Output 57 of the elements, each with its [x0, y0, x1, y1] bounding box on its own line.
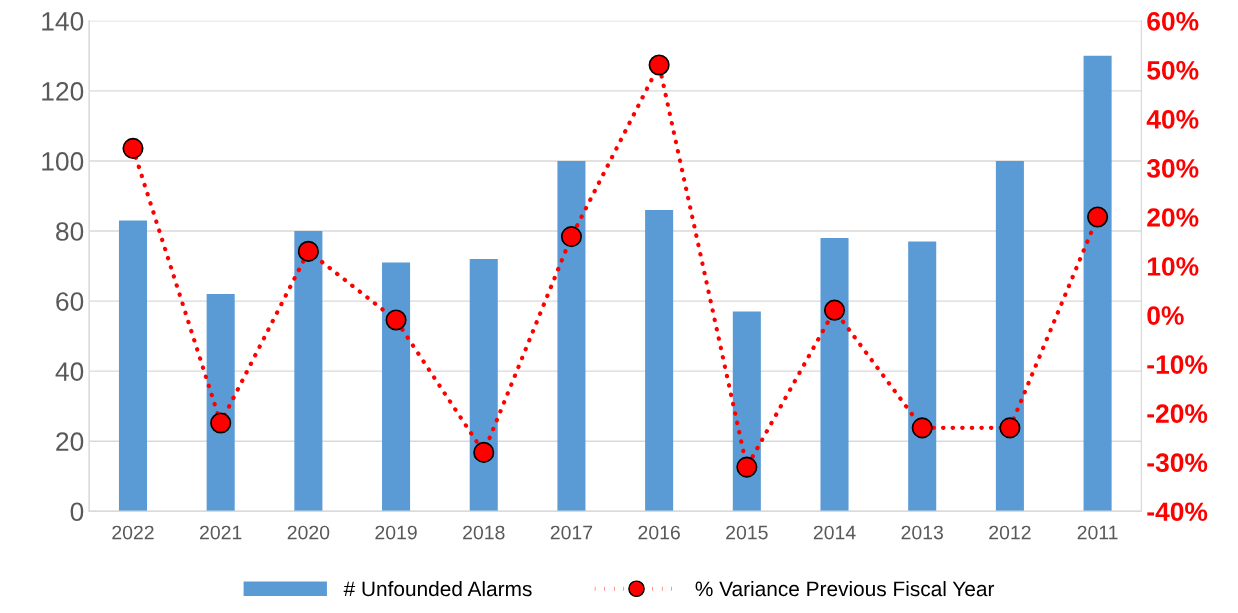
- point: [823, 299, 846, 321]
- x-tick-label: 2012: [989, 525, 1031, 540]
- bar: [382, 262, 411, 512]
- y2-tick-label: -10%: [1147, 355, 1208, 374]
- bar: [820, 238, 849, 512]
- legend-label: % Variance Previous Fiscal Year: [695, 580, 995, 597]
- bar: [206, 294, 235, 512]
- y2-tick-label: -40%: [1147, 502, 1208, 522]
- y-tick-label: 100: [42, 152, 84, 171]
- x-tick-label: 2015: [726, 525, 768, 540]
- x-tick-label: 2011: [1077, 525, 1118, 540]
- point: [122, 137, 144, 159]
- point: [473, 441, 495, 463]
- point: [560, 226, 582, 248]
- y-tick-label: 140: [42, 11, 84, 31]
- x-tick-label: 2022: [112, 525, 154, 540]
- bar: [294, 231, 323, 512]
- bar: [645, 210, 674, 512]
- y2-tick-label: 10%: [1147, 257, 1199, 276]
- y-tick-label: 80: [56, 222, 84, 241]
- y-tick-label: 120: [42, 82, 84, 101]
- y2-tick-label: 40%: [1146, 110, 1199, 129]
- y2-tick-label: -20%: [1147, 404, 1208, 423]
- x-tick-label: 2019: [375, 525, 417, 540]
- bar: [469, 259, 498, 512]
- y2-tick-label: 30%: [1146, 159, 1199, 178]
- y-tick-label: 20: [56, 432, 84, 452]
- y-tick-label: 60: [56, 292, 84, 311]
- point: [911, 417, 933, 439]
- y2-tick-label: 20%: [1147, 208, 1199, 227]
- bar: [1083, 55, 1112, 512]
- y2-tick-label: 50%: [1147, 61, 1199, 80]
- bar: [995, 160, 1024, 512]
- bar: [118, 220, 148, 512]
- point: [999, 417, 1021, 439]
- y-tick-label: 40: [55, 362, 84, 381]
- legend-label: # Unfounded Alarms: [343, 580, 532, 597]
- x-tick-label: 2016: [638, 525, 680, 540]
- point: [297, 240, 319, 262]
- point: [1087, 206, 1109, 228]
- y2-tick-label: 60%: [1147, 11, 1199, 31]
- x-tick-label: 2014: [813, 525, 856, 540]
- x-tick-label: 2021: [200, 525, 242, 540]
- y-tick-label: 0: [70, 502, 84, 522]
- bar: [732, 311, 761, 512]
- x-tick-label: 2017: [550, 525, 593, 540]
- bar: [908, 241, 937, 512]
- y2-tick-label: -30%: [1147, 453, 1208, 473]
- y2-tick-label: 0%: [1147, 306, 1184, 325]
- point: [736, 456, 758, 478]
- x-tick-label: 2018: [463, 525, 505, 540]
- point: [210, 412, 232, 434]
- point: [385, 309, 407, 331]
- bar: [557, 160, 586, 512]
- x-tick-label: 2013: [901, 525, 943, 540]
- x-tick-label: 2020: [287, 525, 330, 540]
- point: [648, 54, 670, 76]
